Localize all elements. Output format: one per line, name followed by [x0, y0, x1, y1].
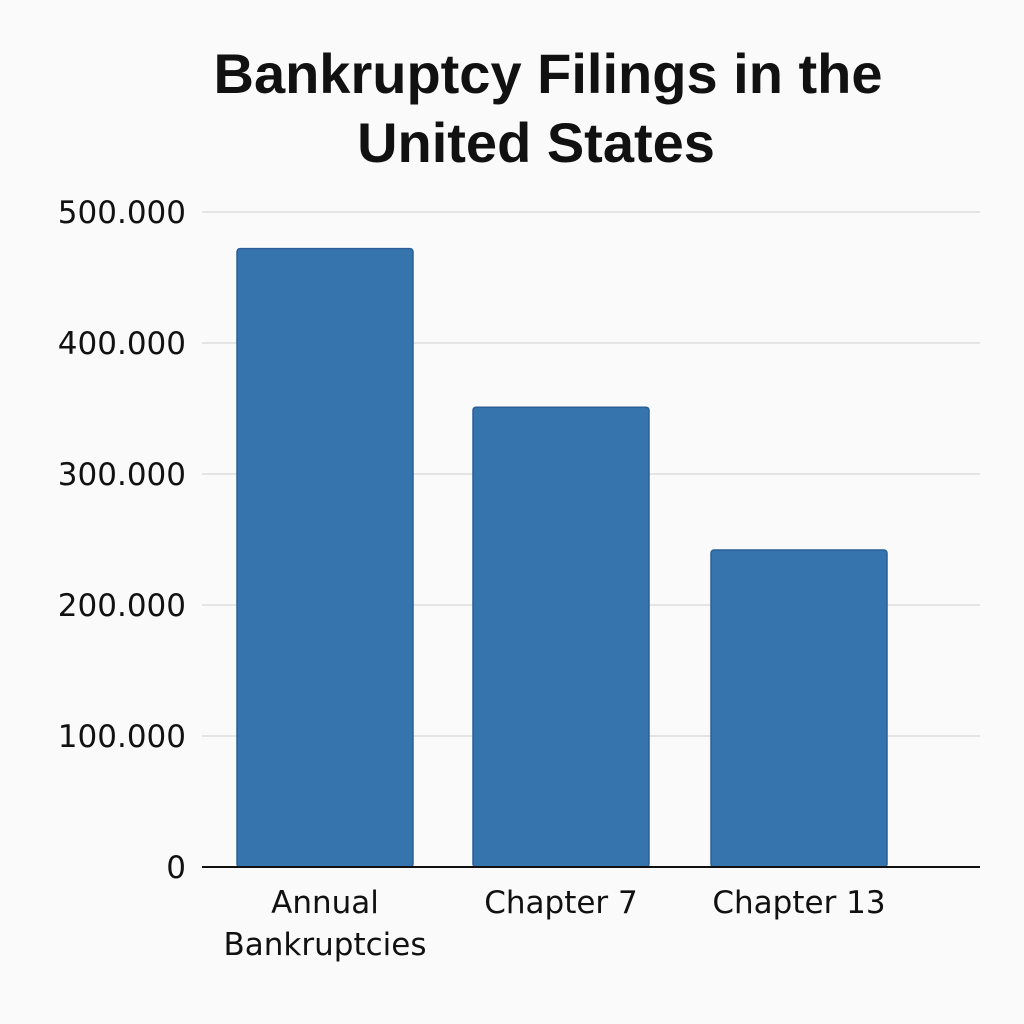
- x-axis-tick-labels: Annual Bankruptcies Chapter 7 Chapter 13: [224, 885, 886, 963]
- chart-title-line-2: United States: [357, 111, 715, 174]
- x-tick-label: Annual: [271, 885, 379, 921]
- y-tick-label: 200.000: [58, 588, 186, 624]
- y-tick-label: 300.000: [58, 457, 186, 493]
- x-tick-label: Chapter 7: [484, 885, 638, 921]
- bar: [710, 549, 888, 868]
- chart-title: Bankruptcy Filings in the United States: [214, 42, 883, 174]
- y-tick-label: 500.000: [58, 195, 186, 231]
- bars: [236, 247, 888, 868]
- y-axis-tick-labels: 0 100.000 200.000 300.000 400.000 500.000: [58, 195, 186, 886]
- x-tick-label: Chapter 13: [712, 885, 885, 921]
- y-tick-label: 100.000: [58, 719, 186, 755]
- chart-title-line-1: Bankruptcy Filings in the: [214, 42, 883, 105]
- y-tick-label: 400.000: [58, 326, 186, 362]
- y-tick-label: 0: [166, 850, 186, 886]
- bar: [236, 247, 414, 868]
- bar: [472, 406, 650, 868]
- x-tick-label: Bankruptcies: [224, 927, 427, 963]
